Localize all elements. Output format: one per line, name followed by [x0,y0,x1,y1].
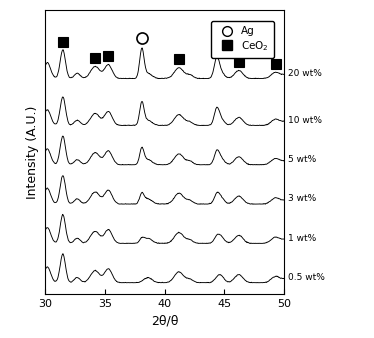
Text: 10 wt%: 10 wt% [288,116,322,125]
X-axis label: 2θ/θ: 2θ/θ [151,314,178,328]
Y-axis label: Intensity (A.U.): Intensity (A.U.) [26,105,39,199]
Text: 1 wt%: 1 wt% [288,234,317,243]
Text: 5 wt%: 5 wt% [288,155,317,164]
Text: 20 wt%: 20 wt% [288,69,322,78]
Text: 3 wt%: 3 wt% [288,194,317,203]
Text: 0.5 wt%: 0.5 wt% [288,273,325,282]
Legend: Ag, CeO$_2$: Ag, CeO$_2$ [211,21,274,58]
